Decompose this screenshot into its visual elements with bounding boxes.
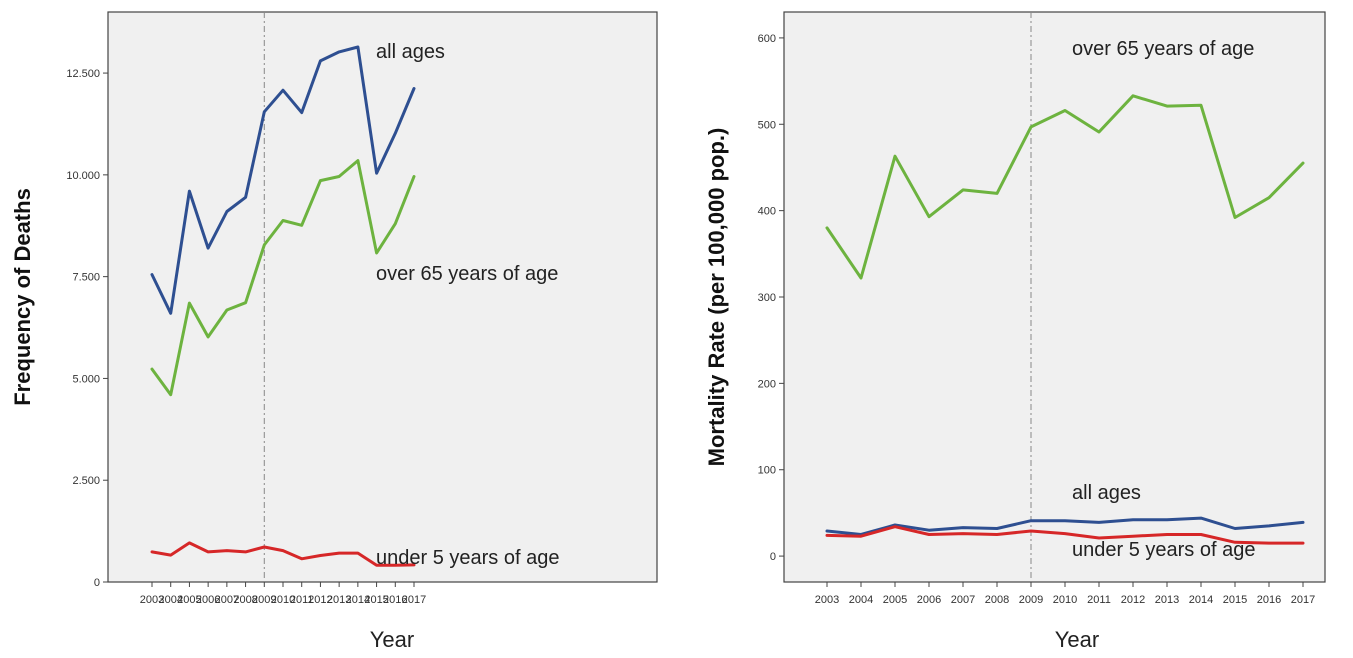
y-tick-label: 2.500 (72, 475, 100, 487)
series-label: under 5 years of age (1072, 539, 1255, 561)
series-line-over-65-years-of-age (150, 159, 416, 397)
x-tick-label: 2005 (177, 594, 201, 606)
x-tick-label: 2012 (308, 594, 332, 606)
x-tick-label: 2013 (1155, 594, 1179, 606)
x-tick-label: 2005 (883, 594, 907, 606)
y-tick-label: 0 (770, 551, 776, 563)
x-tick-label: 2016 (1257, 594, 1281, 606)
x-tick-label: 2003 (815, 594, 839, 606)
series-label: all ages (376, 41, 445, 63)
y-tick-label: 12.500 (66, 68, 100, 80)
series-line-all-ages (825, 516, 1305, 536)
y-tick-label: 500 (758, 119, 776, 131)
x-tick-label: 2003 (140, 594, 164, 606)
x-tick-label: 2006 (196, 594, 220, 606)
x-tick-label: 2010 (271, 594, 295, 606)
x-axis-label: Year (370, 627, 414, 652)
x-tick-label: 2011 (290, 594, 314, 606)
x-tick-label: 2014 (1189, 594, 1213, 606)
series-label: under 5 years of age (376, 547, 559, 569)
chart-panel-2: 0 100 200 300 400 500 600 2003 2004 2005 2006 2007 2… (704, 11, 1326, 652)
series-line-all-ages (150, 45, 416, 315)
x-tick-label: 2007 (215, 594, 239, 606)
series-label: over 65 years of age (1072, 38, 1254, 60)
series-line-under-5-years-of-age (150, 541, 416, 567)
x-axis-label: Year (1055, 627, 1099, 652)
series-label: all ages (1072, 482, 1141, 504)
x-tick-label: 2009 (252, 594, 276, 606)
series-line-over-65-years-of-age (825, 94, 1305, 280)
x-tick-label: 2006 (917, 594, 941, 606)
x-tick-label: 2014 (346, 594, 370, 606)
y-tick-label: 5.000 (72, 373, 100, 385)
x-tick-label: 2013 (327, 594, 351, 606)
x-tick-label: 2008 (985, 594, 1009, 606)
x-tick-label: 2012 (1121, 594, 1145, 606)
y-tick-label: 10.000 (66, 170, 100, 182)
y-tick-label: 400 (758, 206, 776, 218)
series-label: over 65 years of age (376, 263, 558, 285)
x-tick-label: 2017 (1291, 594, 1315, 606)
x-tick-label: 2008 (233, 594, 257, 606)
y-tick-label: 0 (94, 577, 100, 589)
y-tick-label: 600 (758, 33, 776, 45)
series-line-under-5-years-of-age (825, 525, 1305, 545)
y-tick-label: 100 (758, 465, 776, 477)
y-axis-label: Frequency of Deaths (10, 188, 35, 406)
x-tick-label: 2011 (1087, 594, 1111, 606)
x-tick-label: 2016 (383, 594, 407, 606)
x-tick-label: 2004 (158, 594, 182, 606)
x-tick-label: 2009 (1019, 594, 1043, 606)
y-axis-label: Mortality Rate (per 100,000 pop.) (704, 128, 729, 467)
y-tick-label: 200 (758, 378, 776, 390)
x-tick-label: 2015 (1223, 594, 1247, 606)
x-tick-label: 2017 (402, 594, 426, 606)
plot-area (107, 11, 658, 583)
x-tick-label: 2007 (951, 594, 975, 606)
x-tick-label: 2004 (849, 594, 873, 606)
x-tick-label: 2010 (1053, 594, 1077, 606)
y-tick-label: 300 (758, 292, 776, 304)
y-tick-label: 7.500 (72, 272, 100, 284)
plot-area (783, 11, 1326, 583)
x-tick-label: 2015 (364, 594, 388, 606)
chart-panel-1: 0 2.500 5.000 7.500 10.000 12.500 200320042005… (10, 11, 658, 652)
